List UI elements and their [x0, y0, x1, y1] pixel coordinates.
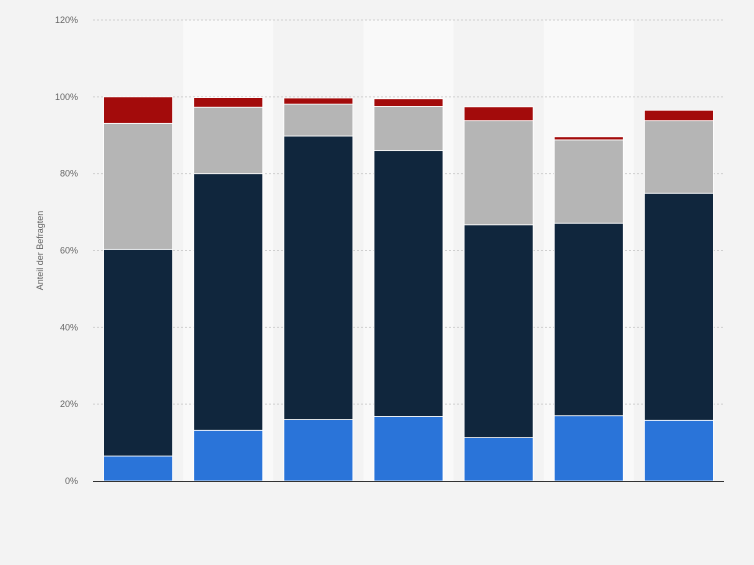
- bars: [103, 96, 714, 482]
- bar-segment: [283, 419, 354, 482]
- bar-segment: [644, 120, 714, 194]
- bar-segment: [463, 437, 534, 482]
- y-tick-label: 100%: [55, 92, 78, 102]
- bar-segment: [103, 122, 173, 250]
- bar-segment: [463, 106, 534, 122]
- bar-segment: [283, 103, 354, 137]
- bar-segment: [644, 109, 714, 122]
- bar-segment: [373, 150, 444, 417]
- bar-segment: [193, 106, 264, 175]
- y-axis-title: Anteil der Befragten: [35, 211, 45, 291]
- bar-segment: [283, 97, 354, 105]
- bar-segment: [373, 416, 444, 482]
- bar-segment: [193, 173, 264, 431]
- bar-segment: [283, 135, 354, 420]
- y-tick-label: 120%: [55, 15, 78, 25]
- bar-segment: [103, 455, 173, 482]
- y-tick-label: 20%: [60, 399, 78, 409]
- bar-segment: [644, 419, 714, 482]
- bar-segment: [553, 139, 624, 224]
- bar-segment: [193, 429, 264, 482]
- y-axis-ticks: 0% 20% 40% 60% 80% 100% 120%: [55, 15, 78, 486]
- y-tick-label: 40%: [60, 322, 78, 332]
- bar-segment: [463, 224, 534, 438]
- bar-segment: [644, 192, 714, 421]
- bar-segment: [463, 120, 534, 226]
- bar-segment: [553, 415, 624, 482]
- bar-segment: [553, 136, 624, 141]
- bar-segment: [373, 106, 444, 152]
- bar-segment: [553, 222, 624, 417]
- bar-segment: [103, 248, 173, 457]
- bar-segment: [103, 96, 173, 124]
- y-tick-label: 80%: [60, 169, 78, 179]
- bar-segment: [373, 98, 444, 107]
- bar-segment: [193, 97, 264, 108]
- y-tick-label: 60%: [60, 246, 78, 256]
- y-tick-label: 0%: [65, 476, 78, 486]
